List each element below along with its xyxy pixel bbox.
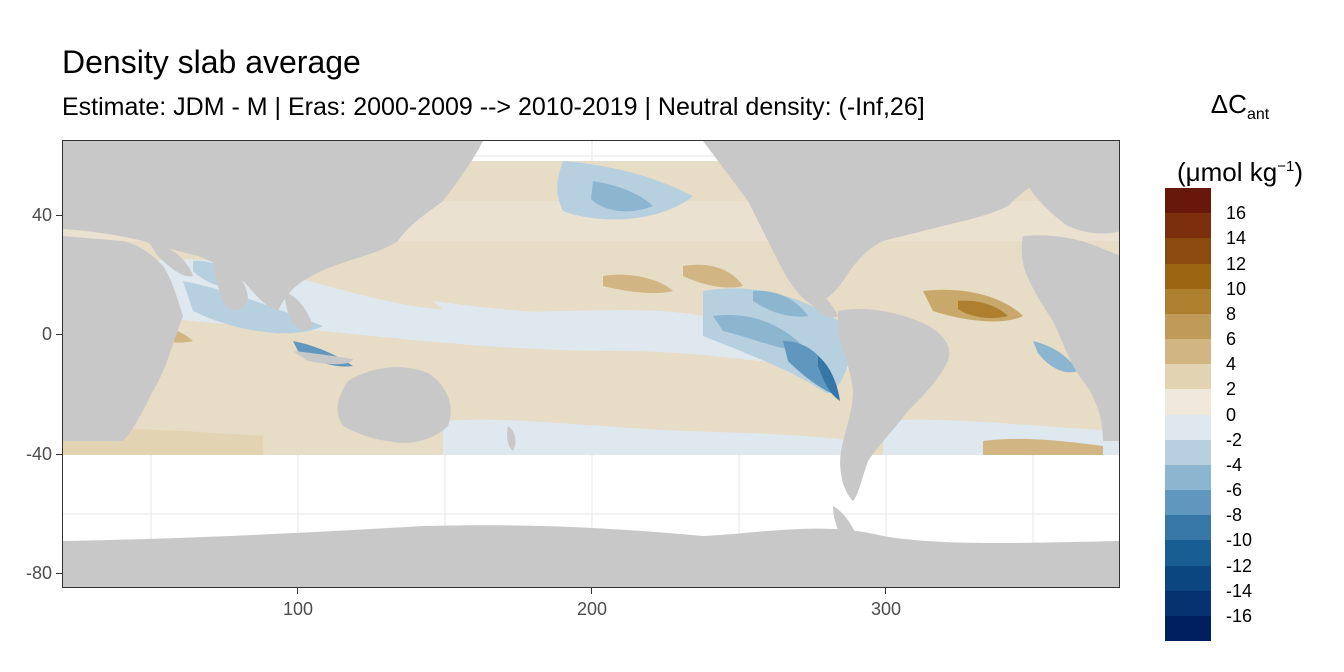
- arabia-india: [148, 241, 193, 277]
- y-tick-label-40: 40: [31, 205, 52, 225]
- legend-swatch: [1165, 515, 1211, 541]
- legend-swatch: [1165, 590, 1211, 617]
- x-tick-mark: [885, 588, 886, 594]
- legend-swatch: [1165, 313, 1211, 340]
- india: [213, 261, 248, 311]
- legend-label: -2: [1226, 429, 1243, 450]
- antarctic-peninsula: [833, 506, 858, 541]
- legend-swatch: [1165, 540, 1211, 566]
- x-tick-mark: [297, 588, 298, 594]
- legend-swatch: [1165, 339, 1211, 365]
- legend-label: 8: [1226, 303, 1237, 324]
- y-tick-label-neg80: -80: [25, 563, 52, 583]
- plot-title: Density slab average: [62, 44, 361, 80]
- x-tick-mark: [591, 588, 592, 594]
- legend-label: 2: [1226, 379, 1237, 400]
- north-america: [703, 141, 1119, 306]
- legend-swatch: [1165, 288, 1211, 315]
- legend-title: ΔCant (μmol kg−1): [1160, 84, 1320, 192]
- plot-subtitle: Estimate: JDM - M | Eras: 2000-2009 --> …: [62, 93, 925, 121]
- legend-label: 10: [1226, 278, 1247, 299]
- legend-unit-open: (μmol kg: [1177, 157, 1278, 187]
- legend-swatch: [1165, 565, 1211, 592]
- new-zealand: [507, 426, 516, 451]
- legend-swatch: [1165, 238, 1211, 264]
- y-tick-mark: [56, 334, 62, 335]
- y-tick-mark: [56, 215, 62, 216]
- legend-swatch: [1165, 213, 1211, 239]
- legend-swatch: [1165, 414, 1211, 441]
- indonesia: [293, 351, 353, 365]
- legend-swatch: [1165, 188, 1211, 214]
- x-tick-label-300: 300: [870, 599, 902, 619]
- legend-label: -14: [1226, 580, 1253, 601]
- legend-label: 0: [1226, 404, 1237, 425]
- y-tick-mark: [56, 573, 62, 574]
- legend-label: -10: [1226, 530, 1253, 551]
- legend-swatch: [1165, 263, 1211, 290]
- land: [63, 141, 1119, 587]
- legend-label: -16: [1226, 605, 1253, 626]
- y-tick-mark: [56, 454, 62, 455]
- legend-label: -4: [1226, 454, 1243, 475]
- legend-swatch: [1165, 364, 1211, 390]
- eurasia: [63, 141, 483, 311]
- australia: [337, 367, 451, 443]
- legend-label: 14: [1226, 228, 1247, 249]
- legend-label: 16: [1226, 203, 1247, 224]
- legend-label: -8: [1226, 505, 1243, 526]
- central-america: [803, 281, 838, 318]
- africa: [63, 236, 183, 441]
- legend-title-subscript: ant: [1246, 106, 1270, 123]
- legend-unit-superscript: −1: [1277, 158, 1295, 175]
- legend-title-main: ΔC: [1210, 89, 1247, 119]
- x-tick-label-100: 100: [282, 599, 314, 619]
- legend-label: 6: [1226, 329, 1237, 349]
- legend-swatch: [1165, 464, 1211, 491]
- y-tick-label-neg40: -40: [25, 444, 52, 464]
- africa-east-segment: [1021, 235, 1119, 441]
- legend-label: 4: [1226, 354, 1237, 375]
- y-tick-label-0: 0: [41, 324, 52, 344]
- antarctica: [63, 525, 1119, 587]
- x-tick-label-200: 200: [576, 599, 608, 619]
- southeast-asia: [283, 291, 313, 331]
- legend-swatch: [1165, 490, 1211, 516]
- legend-label: -12: [1226, 555, 1253, 576]
- south-america: [838, 309, 950, 501]
- legend-swatch: [1165, 389, 1211, 415]
- legend-unit-close: ): [1294, 157, 1303, 187]
- legend-swatch: [1165, 439, 1211, 466]
- map-panel: [62, 140, 1120, 588]
- legend-swatch: [1165, 615, 1211, 642]
- europe-west: [1021, 141, 1119, 234]
- legend-colorbar: [1165, 188, 1211, 642]
- legend-label: -6: [1226, 480, 1243, 500]
- map-svg: [63, 141, 1119, 587]
- legend-label: 12: [1226, 253, 1247, 274]
